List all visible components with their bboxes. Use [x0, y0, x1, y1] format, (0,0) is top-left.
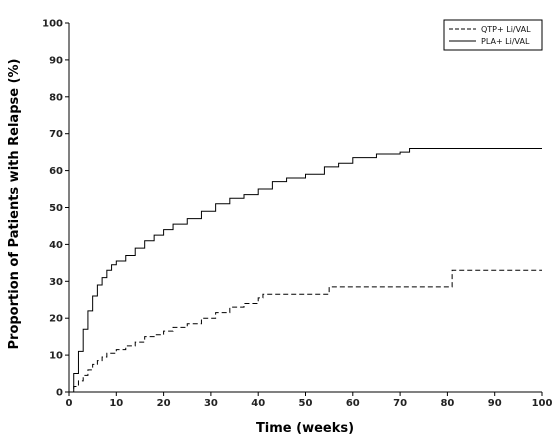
series-line-qtp [69, 269, 542, 393]
x-tick-label: 60 [346, 398, 360, 409]
x-tick-label: 0 [66, 398, 73, 409]
y-axis-ticks: 0 10 20 30 40 50 60 70 80 90 100 [42, 19, 69, 399]
y-tick-label: 60 [49, 166, 63, 177]
y-tick-label: 0 [56, 388, 63, 399]
x-tick-label: 30 [204, 398, 218, 409]
x-tick-label: 40 [251, 398, 265, 409]
x-tick-label: 100 [532, 398, 553, 409]
x-tick-label: 80 [440, 398, 454, 409]
x-tick-label: 90 [488, 398, 502, 409]
x-tick-label: 50 [299, 398, 313, 409]
legend: QTP+ Li/VAL PLA+ Li/VAL [443, 19, 543, 51]
y-tick-label: 10 [49, 351, 63, 362]
x-tick-label: 10 [109, 398, 123, 409]
y-tick-label: 50 [49, 203, 63, 214]
y-tick-label: 80 [49, 92, 63, 103]
x-axis-label: Time (weeks) [256, 421, 354, 436]
legend-label-pla: PLA+ Li/VAL [481, 37, 530, 46]
y-tick-label: 70 [49, 129, 63, 140]
y-tick-label: 90 [49, 55, 63, 66]
series-layer [69, 147, 542, 393]
x-tick-label: 70 [393, 398, 407, 409]
y-axis-label: Proportion of Patients with Relapse (%) [7, 59, 22, 350]
x-axis-ticks: 0 10 20 30 40 50 60 70 80 90 100 [66, 392, 553, 409]
plot-area [68, 23, 542, 393]
y-tick-label: 20 [49, 314, 63, 325]
y-tick-label: 30 [49, 277, 63, 288]
y-tick-label: 100 [42, 19, 63, 30]
legend-label-qtp: QTP+ Li/VAL [481, 25, 531, 34]
legend-box [443, 19, 543, 51]
x-tick-label: 20 [157, 398, 171, 409]
y-tick-label: 40 [49, 240, 63, 251]
series-line-pla [69, 147, 542, 393]
